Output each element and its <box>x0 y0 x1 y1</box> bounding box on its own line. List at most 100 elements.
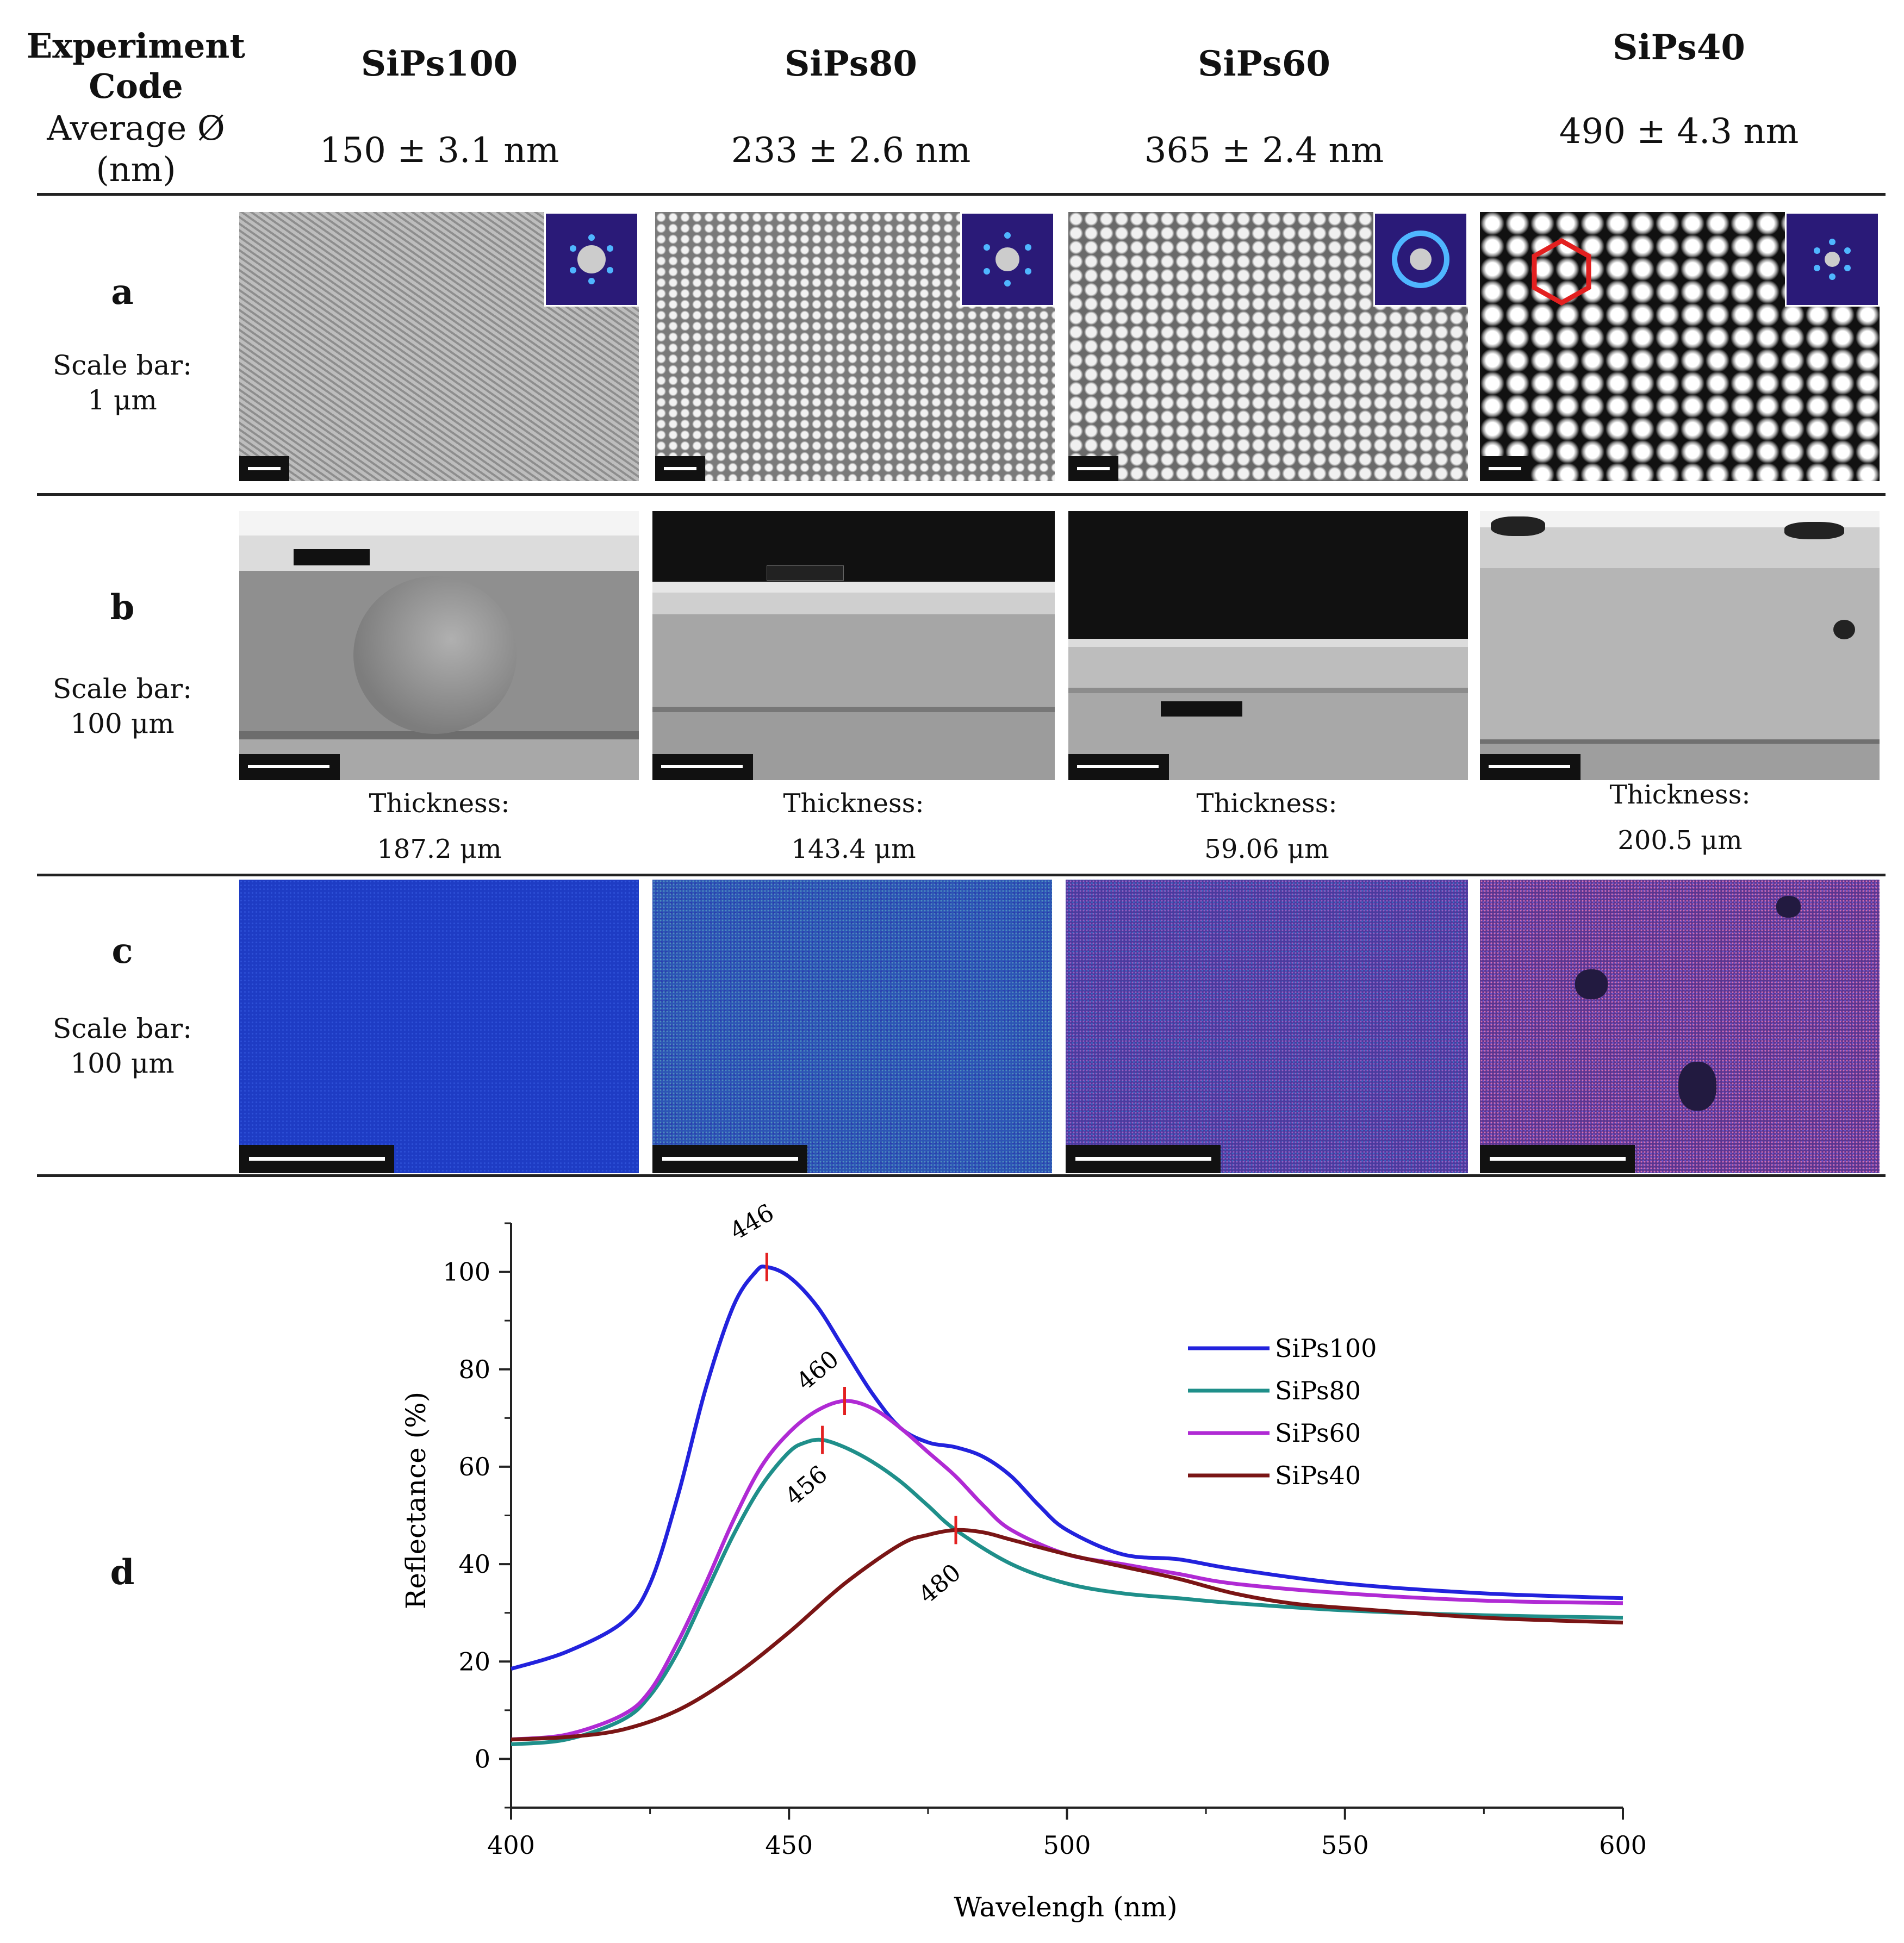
optical-sips80 <box>652 880 1052 1173</box>
header-average-line2: (nm) <box>96 150 176 189</box>
row-a-letter: a <box>111 272 134 313</box>
y-tick-label: 80 <box>458 1355 490 1384</box>
sem-cross-sips100 <box>239 511 639 780</box>
fft-inset-sips40 <box>1785 212 1880 307</box>
fft-pattern-icon <box>570 234 613 284</box>
series-line-sips60 <box>511 1399 1623 1742</box>
peak-label-456: 456 <box>780 1460 833 1511</box>
optical-sips40 <box>1480 880 1880 1173</box>
header-average-line1: Average Ø <box>47 108 225 148</box>
peak-label-480: 480 <box>913 1559 966 1609</box>
chart-series <box>510 1265 1623 1747</box>
x-tick-label: 450 <box>765 1830 813 1860</box>
sem-cross-sips80 <box>652 511 1055 780</box>
y-tick-label: 40 <box>458 1549 490 1579</box>
row-a-scale: Scale bar: 1 μm <box>33 348 212 418</box>
thickness-sips60: Thickness: 59.06 μm <box>1066 781 1468 872</box>
series-line-sips40 <box>511 1528 1623 1742</box>
y-axis-label: Reflectance (%) <box>400 1392 432 1609</box>
x-tick-label: 500 <box>1043 1830 1091 1860</box>
series-line-sips100 <box>510 1265 1623 1671</box>
peak-label-460: 460 <box>792 1345 844 1396</box>
legend-label-sips80: SiPs80 <box>1275 1376 1361 1405</box>
column-title-sips100: SiPs100 <box>360 43 518 84</box>
scale-bar-a-sips80 <box>655 456 705 481</box>
optical-sips100 <box>239 880 639 1173</box>
row-c-scale: Scale bar: 100 μm <box>33 1011 212 1081</box>
scale-bar-a-sips60 <box>1068 456 1118 481</box>
thickness-value-sips100: 187.2 μm <box>377 834 502 864</box>
size-sips100: 150 ± 3.1 nm <box>319 130 559 171</box>
sem-top-sips80 <box>655 212 1055 481</box>
y-tick-label: 0 <box>475 1744 490 1773</box>
thickness-value-sips60: 59.06 μm <box>1204 834 1329 864</box>
legend-label-sips40: SiPs40 <box>1275 1461 1361 1490</box>
thickness-label-sips60: Thickness: <box>1196 788 1337 819</box>
y-tick-label: 60 <box>458 1452 490 1481</box>
header-experiment-code-line1: Experiment <box>26 26 245 66</box>
sem-top-sips40 <box>1480 212 1880 481</box>
scale-bar-c-sips40 <box>1480 1145 1635 1173</box>
thickness-sips80: Thickness: 143.4 μm <box>652 781 1055 872</box>
sem-cross-sips60 <box>1068 511 1468 780</box>
header-experiment-code-line2: Code <box>89 66 183 106</box>
thickness-value-sips40: 200.5 μm <box>1617 825 1743 856</box>
thickness-label-sips40: Thickness: <box>1609 780 1751 810</box>
thickness-value-sips80: 143.4 μm <box>791 834 916 864</box>
hexagon-overlay <box>1532 238 1591 306</box>
fft-pattern-icon <box>1814 239 1851 280</box>
sem-top-sips60 <box>1068 212 1468 481</box>
size-sips60: 365 ± 2.4 nm <box>1144 130 1384 171</box>
thickness-sips100: Thickness: 187.2 μm <box>238 781 640 872</box>
row-a-scale-value: 1 μm <box>88 384 157 416</box>
optical-sips60 <box>1066 880 1468 1173</box>
chart-axes: 400 450 500 550 600 0 20 40 60 80 100 <box>443 1222 1647 1860</box>
row-d-letter: d <box>110 1552 135 1593</box>
chart-annotations: 446 460 456 480 <box>725 1199 966 1609</box>
column-title-sips80: SiPs80 <box>785 43 917 84</box>
x-tick-label: 400 <box>487 1830 535 1860</box>
column-title-sips60: SiPs60 <box>1198 43 1330 84</box>
row-b-scale-value: 100 μm <box>70 708 175 739</box>
row-c-letter: c <box>111 931 133 972</box>
size-sips40: 490 ± 4.3 nm <box>1559 111 1799 152</box>
fft-pattern-icon <box>984 232 1031 287</box>
reflectance-chart: 400 450 500 550 600 0 20 40 60 80 100 446 460 456 480… <box>400 1199 1647 1923</box>
scale-bar-b-sips80 <box>652 754 753 780</box>
fft-inset-sips60 <box>1373 212 1468 307</box>
thickness-label-sips100: Thickness: <box>369 788 510 819</box>
sem-cross-sips40 <box>1480 511 1880 780</box>
y-tick-label: 100 <box>443 1257 490 1287</box>
series-line-sips80 <box>511 1437 1623 1747</box>
header-experiment-code: Experiment Code <box>16 26 256 107</box>
scale-bar-a-sips100 <box>239 456 289 481</box>
y-tick-label: 20 <box>458 1647 490 1676</box>
scale-bar-c-sips100 <box>239 1145 394 1173</box>
row-b-scale: Scale bar: 100 μm <box>33 671 212 741</box>
x-axis-label: Wavelengh (nm) <box>954 1891 1177 1923</box>
header-average-diameter: Average Ø (nm) <box>16 108 256 190</box>
row-c-scale-label: Scale bar: <box>52 1013 192 1044</box>
legend-label-sips100: SiPs100 <box>1275 1334 1377 1363</box>
fft-inset-sips100 <box>544 212 639 307</box>
row-c-scale-value: 100 μm <box>70 1048 175 1079</box>
scale-bar-a-sips40 <box>1480 456 1530 481</box>
row-b-scale-label: Scale bar: <box>52 673 192 705</box>
x-tick-label: 600 <box>1599 1830 1647 1860</box>
scale-bar-b-sips40 <box>1480 754 1581 780</box>
fft-inset-sips80 <box>960 212 1055 307</box>
rule-header <box>37 193 1886 196</box>
scale-bar-b-sips100 <box>239 754 340 780</box>
x-tick-label: 550 <box>1321 1830 1369 1860</box>
row-b-letter: b <box>110 587 135 628</box>
fft-pattern-icon <box>1392 231 1449 288</box>
thickness-label-sips80: Thickness: <box>783 788 924 819</box>
rule-row-c <box>37 1174 1886 1177</box>
sem-top-sips100 <box>239 212 639 481</box>
scale-bar-c-sips60 <box>1066 1145 1221 1173</box>
legend-label-sips60: SiPs60 <box>1275 1418 1361 1448</box>
size-sips80: 233 ± 2.6 nm <box>731 130 971 171</box>
column-title-sips40: SiPs40 <box>1613 27 1745 68</box>
rule-row-b <box>37 874 1886 876</box>
peak-label-446: 446 <box>725 1199 779 1245</box>
